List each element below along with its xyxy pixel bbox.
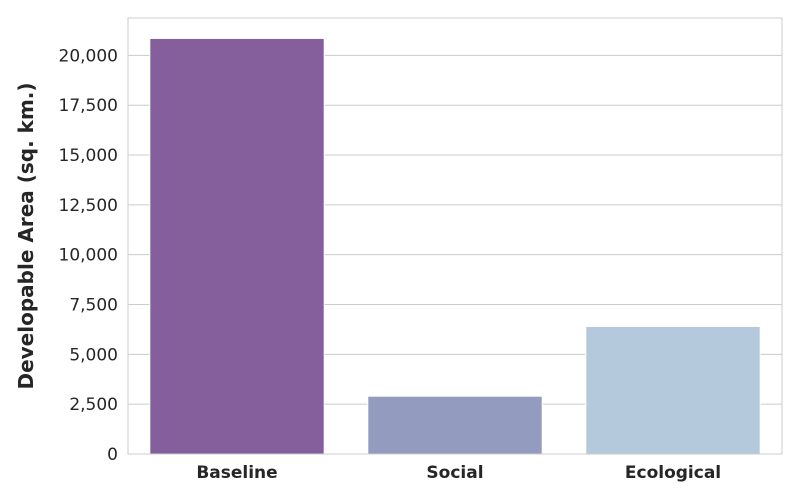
bars [149, 37, 761, 455]
x-tick-labels: Baseline Social Ecological [196, 463, 721, 483]
bar-baseline [149, 37, 325, 455]
y-tick-label: 12,500 [59, 196, 118, 216]
y-tick-label: 0 [107, 445, 118, 465]
x-tick-label: Ecological [625, 463, 721, 483]
bar-social [367, 395, 543, 455]
y-tick-label: 20,000 [59, 46, 118, 66]
x-tick-label: Social [426, 463, 483, 483]
y-tick-label: 2,500 [69, 395, 118, 415]
y-tick-label: 15,000 [59, 146, 118, 166]
y-tick-label: 10,000 [59, 246, 118, 266]
y-axis-title: Developable Area (sq. km.) [14, 82, 38, 389]
bar-ecological [585, 325, 761, 455]
x-tick-label: Baseline [196, 463, 277, 483]
y-tick-label: 17,500 [59, 96, 118, 116]
y-tick-labels: 0 2,500 5,000 7,500 10,000 12,500 15,000 17,500… [59, 46, 118, 465]
y-tick-label: 7,500 [69, 296, 118, 316]
y-tick-label: 5,000 [69, 345, 118, 365]
plot-frame [127, 17, 783, 455]
